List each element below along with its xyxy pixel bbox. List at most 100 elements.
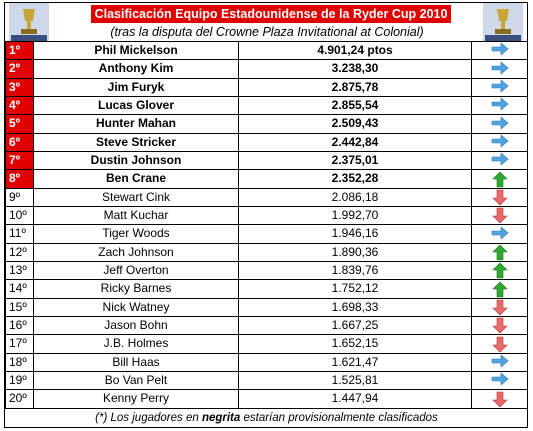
trend-cell <box>471 370 528 391</box>
trend-arrow <box>491 244 508 261</box>
trend-cell <box>471 59 528 79</box>
points: 2.086,18 <box>238 187 472 207</box>
trend-cell <box>471 279 528 299</box>
player: Matt Kuchar <box>33 205 239 226</box>
ranking-table: 1º Phil Mickelson 4.901,24 ptos 2º Anthony K… <box>5 40 528 409</box>
ranking-sheet: Clasificación Equipo Estadounidense de l… <box>4 2 528 428</box>
points: 1.621,47 <box>238 352 472 372</box>
player: Jim Furyk <box>33 77 239 97</box>
trend-arrow <box>491 336 508 353</box>
trend-cell <box>471 334 528 354</box>
trend-cell <box>471 150 528 171</box>
row: 8º Ben Crane 2.352,28 <box>5 169 528 189</box>
rank: 12º <box>5 242 34 262</box>
trend-arrow <box>491 152 508 166</box>
player: Steve Stricker <box>33 132 239 152</box>
player: Anthony Kim <box>33 59 239 79</box>
trend-cell <box>471 260 528 281</box>
trend-arrow <box>491 97 508 111</box>
rank: 16º <box>5 315 34 336</box>
rank: 19º <box>5 370 34 391</box>
row: 15º Nick Watney 1.698,33 <box>5 297 528 317</box>
trend-arrow <box>491 299 508 316</box>
trend-arrow <box>491 225 508 240</box>
points: 1.667,25 <box>238 315 472 336</box>
rank: 7º <box>5 150 34 171</box>
points: 4.901,24 ptos <box>238 40 472 61</box>
trend-cell <box>471 389 528 409</box>
player: Stewart Cink <box>33 187 239 207</box>
player: Jason Bohn <box>33 315 239 336</box>
player: Ricky Barnes <box>33 279 239 299</box>
trend-cell <box>471 169 528 189</box>
player: Ben Crane <box>33 169 239 189</box>
rank: 3º <box>5 77 34 97</box>
trend-arrow <box>491 189 508 206</box>
rank: 1º <box>5 40 34 61</box>
row: 9º Stewart Cink 2.086,18 <box>5 187 528 207</box>
points: 1.698,33 <box>238 297 472 317</box>
player: Nick Watney <box>33 297 239 317</box>
row: 12º Zach Johnson 1.890,36 <box>5 242 528 262</box>
rank: 5º <box>5 114 34 134</box>
row: 17º J.B. Holmes 1.652,15 <box>5 334 528 354</box>
trend-arrow <box>491 79 508 93</box>
points: 3.238,30 <box>238 59 472 79</box>
title: Clasificación Equipo Estadounidense de l… <box>91 5 451 23</box>
player: Zach Johnson <box>33 242 239 262</box>
rank: 14º <box>5 279 34 299</box>
rank: 6º <box>5 132 34 152</box>
rank: 13º <box>5 260 34 281</box>
points: 1.946,16 <box>238 224 472 244</box>
player: Tiger Woods <box>33 224 239 244</box>
rank: 9º <box>5 187 34 207</box>
row: 1º Phil Mickelson 4.901,24 ptos <box>5 40 528 61</box>
trend-arrow <box>491 281 508 297</box>
points: 2.352,28 <box>238 169 472 189</box>
trend-cell <box>471 40 528 61</box>
trend-arrow <box>491 207 508 224</box>
player: Lucas Glover <box>33 95 239 116</box>
row: 13º Jeff Overton 1.839,76 <box>5 260 528 281</box>
rank: 11º <box>5 224 34 244</box>
player: Phil Mickelson <box>33 40 239 61</box>
points: 1.890,36 <box>238 242 472 262</box>
points: 2.855,54 <box>238 95 472 116</box>
points: 1.992,70 <box>238 205 472 226</box>
row: 7º Dustin Johnson 2.375,01 <box>5 150 528 171</box>
trend-arrow <box>491 61 508 75</box>
trend-arrow <box>491 372 508 386</box>
row: 10º Matt Kuchar 1.992,70 <box>5 205 528 226</box>
points: 2.509,43 <box>238 114 472 134</box>
trend-cell <box>471 352 528 372</box>
row: 18º Bill Haas 1.621,47 <box>5 352 528 372</box>
rank: 15º <box>5 297 34 317</box>
trend-arrow <box>491 317 508 334</box>
points: 2.875,78 <box>238 77 472 97</box>
points: 2.375,01 <box>238 150 472 171</box>
rank: 8º <box>5 169 34 189</box>
points: 2.442,84 <box>238 132 472 152</box>
points: 1.447,94 <box>238 389 472 409</box>
trend-arrow <box>491 42 508 56</box>
trend-cell <box>471 297 528 317</box>
footnote-text: estarían provisionalmente clasificados <box>240 412 438 424</box>
trend-arrow <box>491 171 508 187</box>
player: Bo Van Pelt <box>33 370 239 391</box>
points: 1.839,76 <box>238 260 472 281</box>
row: 4º Lucas Glover 2.855,54 <box>5 95 528 116</box>
row: 11º Tiger Woods 1.946,16 <box>5 224 528 244</box>
trend-cell <box>471 224 528 244</box>
player: Kenny Perry <box>33 389 239 409</box>
player: Hunter Mahan <box>33 114 239 134</box>
points: 1.652,15 <box>238 334 472 354</box>
row: 19º Bo Van Pelt 1.525,81 <box>5 370 528 391</box>
trend-arrow <box>491 134 508 148</box>
player: J.B. Holmes <box>33 334 239 354</box>
points: 1.525,81 <box>238 370 472 391</box>
row: 3º Jim Furyk 2.875,78 <box>5 77 528 97</box>
trend-arrow <box>491 262 508 279</box>
rank: 18º <box>5 352 34 372</box>
rank: 10º <box>5 205 34 226</box>
trend-cell <box>471 242 528 262</box>
